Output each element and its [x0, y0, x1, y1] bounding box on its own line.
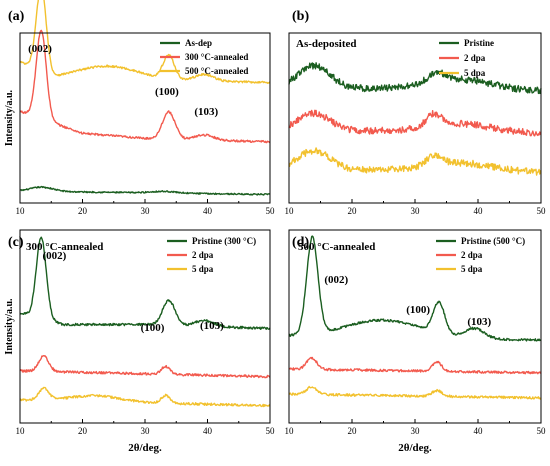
x-tick-label: 40 [203, 426, 213, 436]
panel-annotation: 500 °C-annealed [298, 241, 375, 253]
legend-label: 2 dpa [192, 250, 214, 260]
series-line-3 [19, 386, 271, 408]
x-tick-label: 50 [266, 426, 276, 436]
legend-label: 2 dpa [464, 53, 486, 63]
series-line-3 [288, 147, 542, 176]
panel-annotation: 300 °C-annealed [26, 241, 103, 253]
legend-label: 2 dpa [461, 250, 483, 260]
y-axis-label: Intensity/a.u. [4, 89, 15, 146]
x-tick-label: 20 [348, 206, 358, 216]
series-line-2 [288, 356, 542, 375]
peak-label: (002) [28, 43, 52, 55]
x-axis-label: 2θ/deg. [128, 442, 162, 454]
panel-letter: (c) [8, 235, 24, 250]
series-line-2 [19, 29, 271, 144]
legend-label: 500 °C-annealed [185, 66, 248, 76]
x-tick-label: 40 [203, 206, 213, 216]
peak-label: (002) [42, 250, 66, 262]
series-line-2 [288, 109, 542, 137]
x-tick-label: 20 [78, 206, 88, 216]
x-tick-label: 50 [537, 426, 547, 436]
panel-a: 10 20 30 40 50 (a) Intensity/a.u. (002) (100) (10… [4, 0, 275, 216]
series-line-3 [288, 385, 542, 400]
x-axis-label: 2θ/deg. [398, 442, 432, 454]
panel-letter: (d) [292, 235, 309, 250]
panel-c: 10 20 30 40 50 (c) 300 °C-annealed Intensity/a.… [4, 229, 276, 454]
legend-label: 5 dpa [461, 264, 483, 274]
x-tick-label: 10 [285, 206, 295, 216]
series-line-1 [288, 235, 542, 342]
x-tick-label: 30 [141, 426, 151, 436]
series-line-1 [288, 62, 542, 95]
legend: Pristine (500 °C) 2 dpa 5 dpa [436, 236, 525, 274]
legend-label: 5 dpa [464, 68, 486, 78]
legend-label: Pristine (300 °C) [192, 236, 256, 246]
peak-label: (103) [467, 316, 491, 328]
peak-label: (100) [155, 86, 179, 98]
x-tick-label: 20 [348, 426, 358, 436]
panel-b: 10 20 30 40 50 (b) As-deposited Pristine 2 dpa 5 … [285, 9, 547, 216]
peak-label: (103) [194, 106, 218, 118]
panel-annotation: As-deposited [296, 38, 357, 50]
legend-label: As-dep [185, 38, 212, 48]
legend: Pristine 2 dpa 5 dpa [439, 38, 494, 78]
x-tick-label: 10 [16, 206, 26, 216]
series-line-2 [19, 355, 271, 379]
legend-label: Pristine (500 °C) [461, 236, 525, 246]
legend-label: Pristine [464, 38, 494, 48]
x-tick-label: 10 [285, 426, 295, 436]
y-axis-label: Intensity/a.u. [4, 298, 15, 355]
x-tick-label: 40 [474, 426, 484, 436]
series-line-1 [19, 236, 271, 330]
series-line-3 [19, 0, 271, 84]
x-tick-label: 30 [411, 206, 421, 216]
legend-label: 300 °C-annealed [185, 52, 248, 62]
panel-letter: (a) [8, 9, 25, 24]
peak-label: (100) [406, 304, 430, 316]
legend-label: 5 dpa [192, 264, 214, 274]
panel-letter: (b) [292, 9, 309, 24]
peak-label: (002) [324, 274, 348, 286]
panel-d: 10 20 30 40 50 (d)500 °C-annealed 2θ/deg. (002)… [285, 229, 547, 454]
peak-label: (100) [141, 322, 165, 334]
x-tick-label: 20 [78, 426, 88, 436]
peak-label: (103) [200, 320, 224, 332]
x-tick-label: 30 [411, 426, 421, 436]
x-tick-label: 50 [266, 206, 276, 216]
x-tick-label: 50 [537, 206, 547, 216]
x-tick-label: 40 [474, 206, 484, 216]
series-line-1 [19, 185, 271, 196]
x-tick-label: 30 [141, 206, 151, 216]
legend: As-dep 300 °C-annealed 500 °C-annealed [160, 38, 248, 76]
x-tick-label: 10 [16, 426, 26, 436]
legend: Pristine (300 °C) 2 dpa 5 dpa [167, 236, 256, 274]
